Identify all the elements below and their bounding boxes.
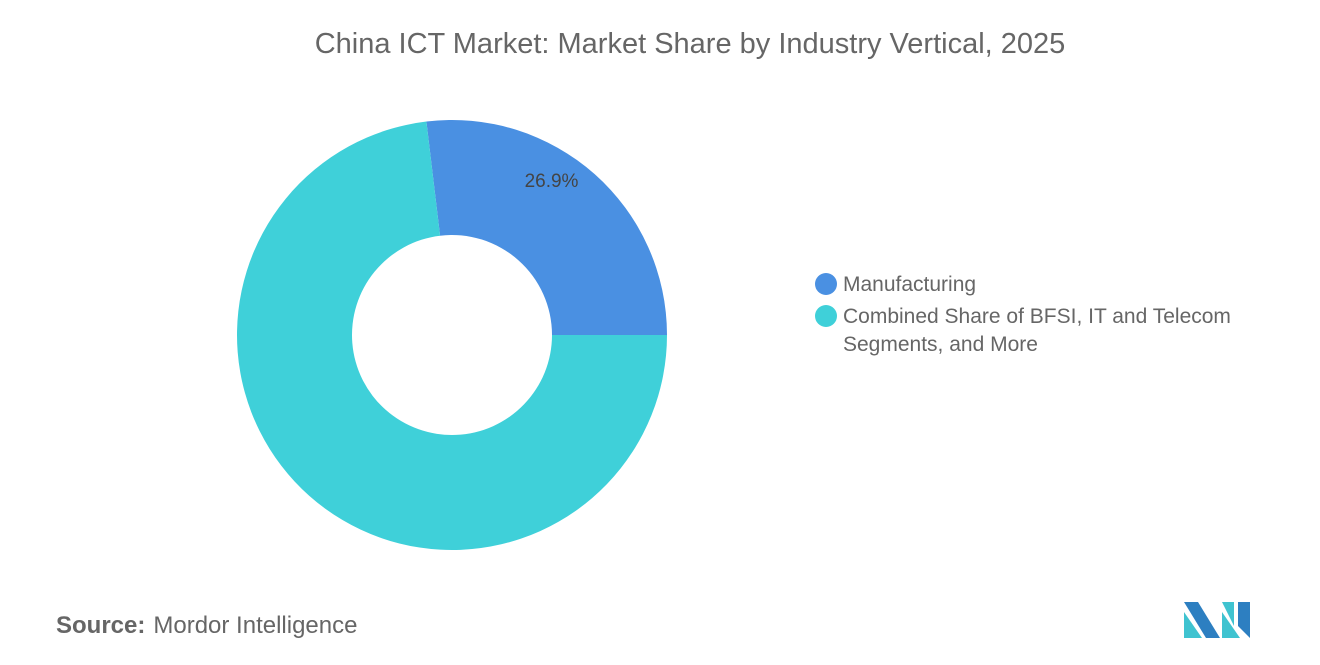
source-label: Source:	[56, 612, 146, 639]
legend-swatch	[815, 273, 837, 295]
source: Source: Mordor Intelligence	[56, 612, 357, 640]
slice-1	[237, 121, 667, 550]
source-value: Mordor Intelligence	[153, 612, 358, 639]
slice-0	[426, 119, 667, 335]
data-label-0: 26.9%	[525, 171, 579, 192]
mordor-logo	[1184, 602, 1250, 638]
legend-label: Combined Share of BFSI, IT and Telecom S…	[843, 305, 1231, 356]
chart-title: China ICT Market: Market Share by Indust…	[314, 28, 1066, 60]
legend-label: Manufacturing	[843, 273, 977, 296]
legend-item-manufacturing: Manufacturing	[815, 271, 1275, 299]
legend-swatch	[815, 305, 837, 327]
legend: Manufacturing Combined Share of BFSI, IT…	[815, 271, 1275, 363]
legend-item-combined: Combined Share of BFSI, IT and Telecom S…	[815, 303, 1275, 359]
